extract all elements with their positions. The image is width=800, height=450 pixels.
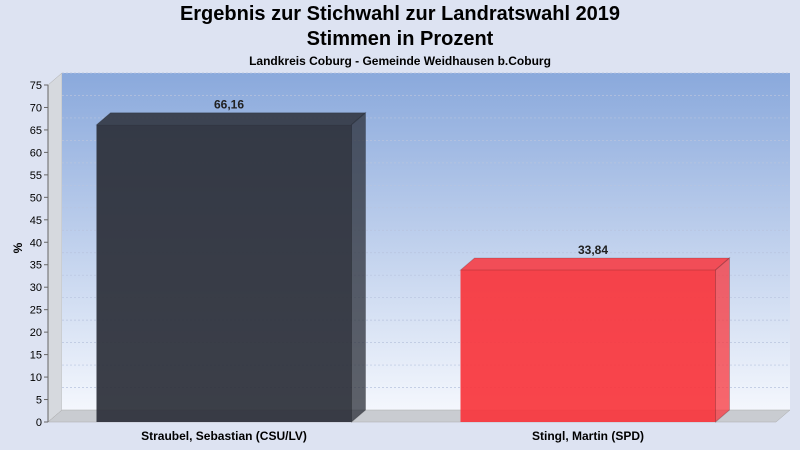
plot-left-wall [47,72,63,423]
y-tick-label: 30 [30,282,42,294]
data-label: 66,16 [214,98,244,112]
y-tick-label: 45 [30,215,42,227]
bar-side-face [715,256,730,424]
chart-title: Ergebnis zur Stichwahl zur Landratswahl … [179,3,621,25]
chart-title-line2: Stimmen in Prozent [306,28,494,50]
y-tick-label: 60 [30,147,42,159]
y-axis-label: % [11,242,25,253]
y-tick-label: 65 [30,125,42,137]
y-axis: 0 5 10 15 20 25 30 35 40 45 50 55 60 65 70 75 [30,80,48,429]
data-label: 33,84 [578,243,608,257]
x-axis: Straubel, Sebastian (CSU/LV) Stingl, Mart… [141,429,644,443]
y-tick-label: 40 [30,237,42,249]
y-tick-label: 70 [30,102,42,114]
bar [460,269,716,422]
bar-side-face [351,111,366,424]
y-tick-label: 10 [30,372,42,384]
y-tick-label: 50 [30,192,42,204]
y-tick-label: 20 [30,327,42,339]
y-tick-label: 5 [36,395,42,407]
y-tick-label: 15 [30,350,42,362]
y-tick-label: 55 [30,170,42,182]
x-tick-label: Stingl, Martin (SPD) [532,429,644,443]
y-tick-label: 75 [30,80,42,92]
chart-subtitle: Landkreis Coburg - Gemeinde Weidhausen b… [249,54,551,68]
bar-top-face [459,257,731,271]
x-tick-label: Straubel, Sebastian (CSU/LV) [141,429,307,443]
bar [96,124,352,422]
y-tick-label: 35 [30,260,42,272]
y-tick-label: 25 [30,305,42,317]
bars: 66,16 33,84 [95,98,731,424]
bar-top-face [95,112,367,126]
y-tick-label: 0 [36,417,42,429]
